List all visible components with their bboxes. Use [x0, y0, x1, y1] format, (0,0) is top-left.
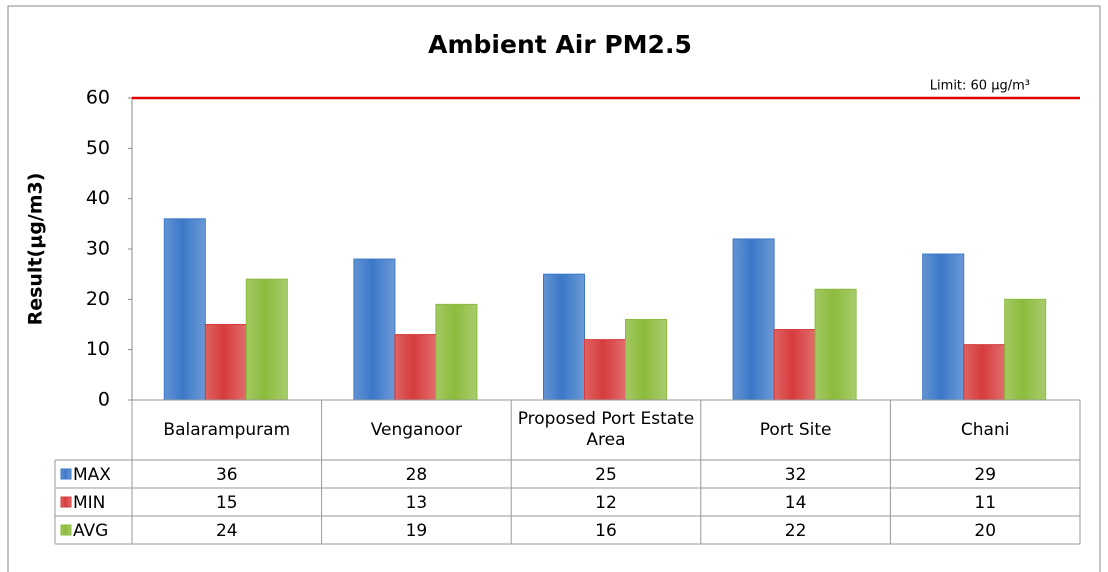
y-axis-label: Result(μg/m3) — [25, 173, 47, 326]
table-value: 15 — [216, 493, 238, 513]
y-tick-label: 50 — [86, 137, 110, 159]
bar — [543, 273, 585, 401]
bar — [773, 329, 816, 401]
legend-label: MAX — [73, 465, 111, 485]
category-cell: Balarampuram — [163, 419, 291, 440]
table-value: 29 — [974, 465, 996, 485]
bar — [353, 258, 396, 401]
table-value: 13 — [406, 493, 428, 513]
limit-label: Limit: 60 μg/m³ — [930, 79, 1030, 94]
y-tick-label: 60 — [86, 87, 110, 109]
bar — [584, 339, 626, 401]
bar — [963, 344, 1006, 401]
table-value: 36 — [216, 465, 238, 485]
x-tick-label: Proposed Port Estate Area — [517, 409, 695, 450]
bar — [1004, 298, 1047, 401]
table-value: 20 — [974, 521, 996, 541]
x-tick-label: Balarampuram — [163, 419, 291, 440]
y-tick-label: 40 — [86, 187, 110, 209]
bar — [625, 318, 667, 401]
category-cell: Proposed Port Estate Area — [517, 409, 695, 450]
legend-swatch — [60, 524, 72, 536]
table-value: 11 — [974, 493, 996, 513]
table-value: 14 — [785, 493, 807, 513]
bar — [204, 324, 247, 401]
table-value: 22 — [785, 521, 807, 541]
table-value: 12 — [595, 493, 617, 513]
table-value: 19 — [406, 521, 428, 541]
y-tick-label: 10 — [86, 338, 110, 360]
y-tick-label: 30 — [86, 238, 110, 260]
bar — [245, 278, 288, 401]
bar — [163, 218, 206, 401]
table-value: 16 — [595, 521, 617, 541]
legend-swatch — [60, 496, 72, 508]
legend-swatch — [60, 468, 72, 480]
bar — [435, 303, 478, 401]
y-tick-label: 0 — [98, 389, 110, 411]
bar — [814, 288, 857, 401]
table-value: 24 — [216, 521, 238, 541]
y-tick-label: 20 — [86, 288, 110, 310]
table-value: 28 — [406, 465, 428, 485]
x-tick-label: Chani — [960, 419, 1010, 440]
category-cell: Venganoor — [370, 419, 463, 440]
category-cell: Port Site — [759, 419, 832, 440]
x-tick-label: Venganoor — [370, 419, 463, 440]
legend-label: AVG — [73, 521, 108, 541]
table-value: 32 — [785, 465, 807, 485]
legend-label: MIN — [73, 493, 105, 513]
bar — [732, 238, 775, 401]
bar — [394, 334, 437, 401]
category-cell: Chani — [960, 419, 1010, 440]
chart-title: Ambient Air PM2.5 — [428, 30, 692, 59]
bar — [922, 253, 965, 401]
x-tick-label: Port Site — [759, 419, 832, 440]
table-value: 25 — [595, 465, 617, 485]
